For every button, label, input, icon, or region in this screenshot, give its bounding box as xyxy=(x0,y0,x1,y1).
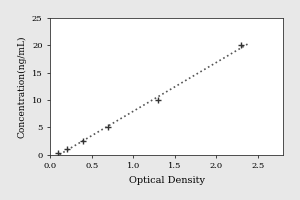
X-axis label: Optical Density: Optical Density xyxy=(128,176,205,185)
Y-axis label: Concentration(ng/mL): Concentration(ng/mL) xyxy=(17,35,26,138)
